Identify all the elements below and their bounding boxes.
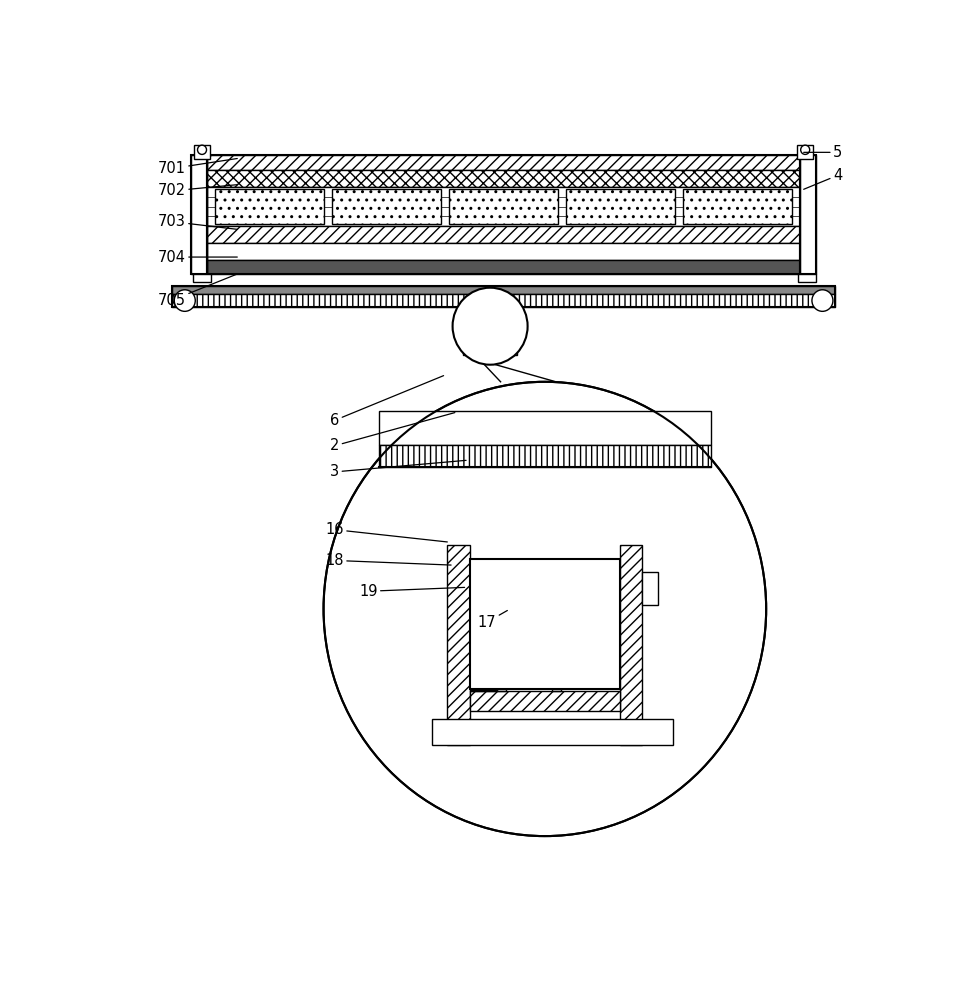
Bar bbox=[469, 313, 511, 349]
Bar bbox=[800, 155, 816, 274]
Bar bbox=[215, 189, 324, 224]
Bar bbox=[207, 243, 800, 260]
Text: 16: 16 bbox=[325, 522, 447, 542]
Bar bbox=[378, 445, 711, 467]
Bar bbox=[172, 286, 835, 294]
Bar bbox=[191, 155, 207, 274]
Bar bbox=[207, 226, 800, 243]
Bar bbox=[566, 189, 676, 224]
Bar bbox=[620, 545, 642, 745]
Bar bbox=[469, 559, 620, 689]
Text: 18: 18 bbox=[325, 553, 451, 568]
Bar bbox=[469, 691, 620, 711]
Text: 702: 702 bbox=[158, 183, 237, 198]
Circle shape bbox=[174, 290, 196, 311]
Bar bbox=[332, 189, 441, 224]
Bar bbox=[172, 294, 835, 307]
Text: 701: 701 bbox=[158, 158, 237, 176]
Bar bbox=[207, 170, 800, 187]
Bar bbox=[798, 274, 816, 282]
Bar bbox=[194, 145, 210, 159]
Bar bbox=[553, 689, 561, 691]
Text: 5: 5 bbox=[803, 145, 842, 160]
Bar bbox=[207, 260, 800, 274]
Bar bbox=[207, 155, 800, 170]
Bar bbox=[447, 545, 469, 745]
Bar bbox=[797, 145, 813, 159]
Bar bbox=[172, 286, 835, 307]
Text: 4: 4 bbox=[803, 168, 842, 189]
Bar bbox=[463, 307, 517, 355]
Bar bbox=[497, 689, 505, 691]
Text: 705: 705 bbox=[158, 274, 237, 308]
Text: 17: 17 bbox=[478, 610, 507, 630]
Bar bbox=[432, 719, 673, 745]
Circle shape bbox=[801, 145, 809, 154]
Text: 704: 704 bbox=[158, 250, 237, 265]
Bar bbox=[800, 155, 816, 274]
Bar bbox=[378, 411, 711, 445]
Text: 6: 6 bbox=[330, 376, 443, 428]
Circle shape bbox=[453, 288, 528, 365]
Text: 19: 19 bbox=[359, 584, 465, 599]
Bar bbox=[642, 572, 657, 605]
Bar bbox=[469, 690, 497, 691]
Bar bbox=[191, 155, 207, 274]
Circle shape bbox=[197, 145, 206, 154]
Text: 2: 2 bbox=[330, 413, 455, 453]
Text: 703: 703 bbox=[158, 214, 237, 229]
Bar bbox=[207, 155, 800, 274]
Circle shape bbox=[812, 290, 832, 311]
Bar bbox=[683, 189, 792, 224]
Bar bbox=[193, 274, 211, 282]
Bar bbox=[449, 189, 559, 224]
Bar bbox=[207, 187, 800, 226]
Text: 3: 3 bbox=[330, 460, 467, 479]
Circle shape bbox=[323, 382, 767, 836]
